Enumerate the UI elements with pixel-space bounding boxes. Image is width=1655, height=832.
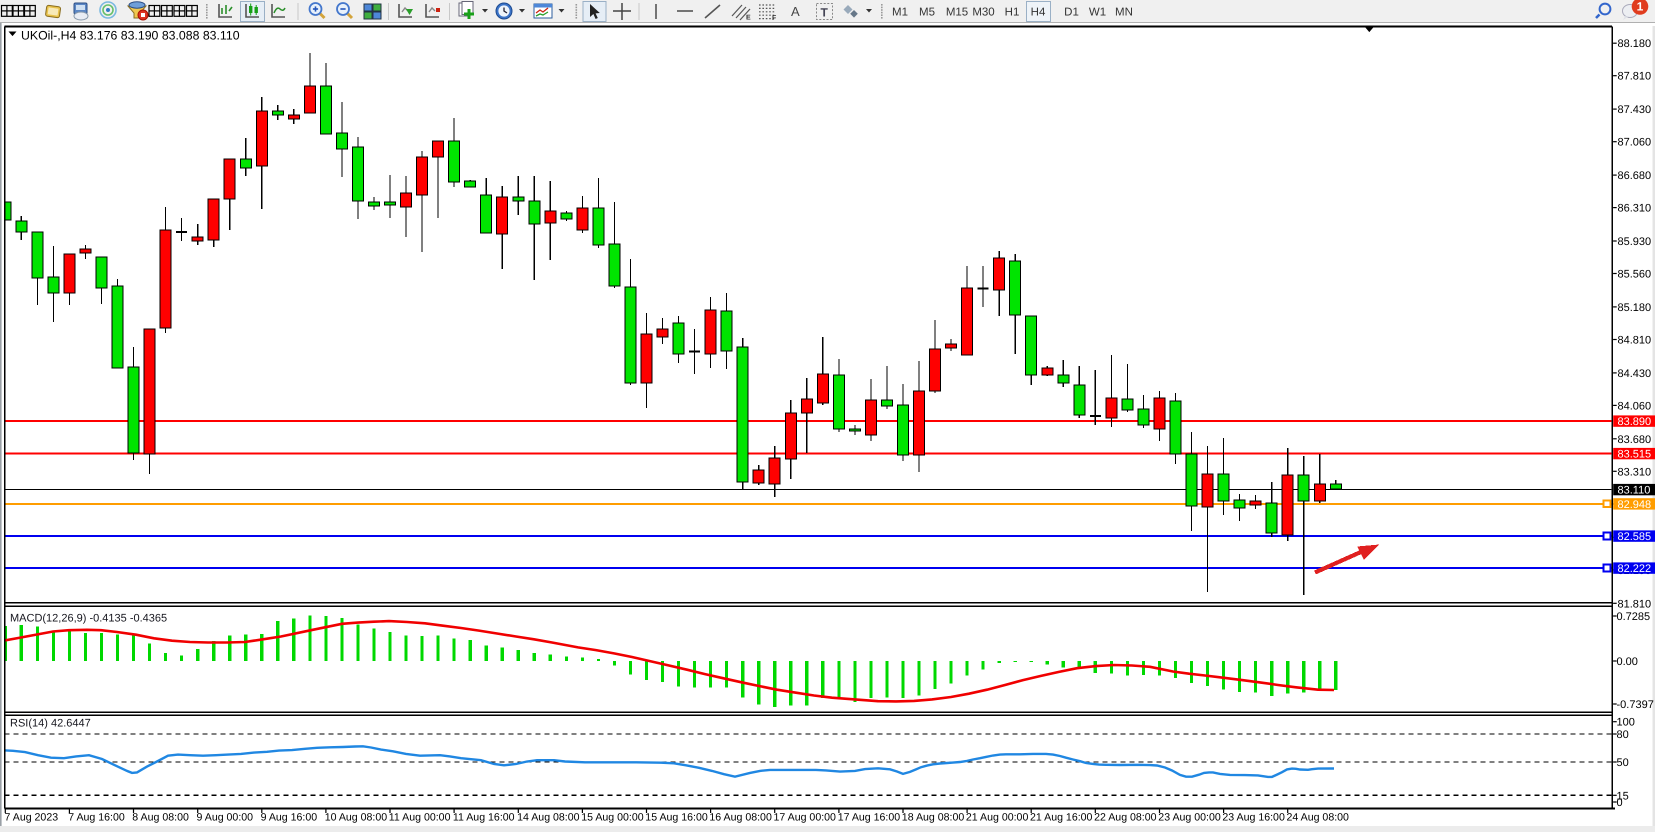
svg-text:87.810: 87.810 xyxy=(1618,71,1652,83)
svg-text:17 Aug 00:00: 17 Aug 00:00 xyxy=(774,812,837,824)
svg-text:16 Aug 08:00: 16 Aug 08:00 xyxy=(709,812,772,824)
svg-text:H4: H4 xyxy=(1031,7,1046,19)
svg-text:11 Aug 16:00: 11 Aug 16:00 xyxy=(453,812,515,824)
svg-text:0.00: 0.00 xyxy=(1617,656,1638,668)
svg-text:88.180: 88.180 xyxy=(1618,38,1652,50)
svg-text:8 Aug 08:00: 8 Aug 08:00 xyxy=(132,812,189,824)
svg-text:87.430: 87.430 xyxy=(1618,104,1652,116)
svg-text:T: T xyxy=(821,6,829,20)
svg-text:83.310: 83.310 xyxy=(1618,466,1652,478)
svg-text:15: 15 xyxy=(1617,790,1629,802)
svg-text:A: A xyxy=(791,4,800,19)
svg-text:0.7285: 0.7285 xyxy=(1617,611,1651,623)
svg-text:80: 80 xyxy=(1617,729,1629,741)
svg-text:H1: H1 xyxy=(1005,7,1020,19)
svg-text:86.310: 86.310 xyxy=(1618,203,1652,215)
svg-text:10 Aug 08:00: 10 Aug 08:00 xyxy=(325,812,388,824)
svg-text:M5: M5 xyxy=(919,7,935,19)
svg-text:82.948: 82.948 xyxy=(1618,499,1652,511)
svg-text:83.680: 83.680 xyxy=(1618,434,1652,446)
svg-text:82.585: 82.585 xyxy=(1618,531,1652,543)
svg-text:15 Aug 16:00: 15 Aug 16:00 xyxy=(645,812,708,824)
svg-text:15 Aug 00:00: 15 Aug 00:00 xyxy=(581,812,644,824)
svg-text:24 Aug 08:00: 24 Aug 08:00 xyxy=(1287,812,1350,824)
svg-text:83.515: 83.515 xyxy=(1618,449,1652,461)
svg-text:MACD(12,26,9) -0.4135 -0.4365: MACD(12,26,9) -0.4135 -0.4365 xyxy=(10,613,167,625)
svg-text:81.810: 81.810 xyxy=(1618,598,1652,610)
svg-text:MN: MN xyxy=(1115,7,1133,19)
svg-text:82.222: 82.222 xyxy=(1618,563,1652,575)
svg-text:86.680: 86.680 xyxy=(1618,170,1652,182)
svg-text:23 Aug 00:00: 23 Aug 00:00 xyxy=(1158,812,1221,824)
svg-text:84.430: 84.430 xyxy=(1618,368,1652,380)
svg-text:9 Aug 00:00: 9 Aug 00:00 xyxy=(197,812,254,824)
svg-text:E: E xyxy=(746,15,751,22)
svg-text:1: 1 xyxy=(1637,0,1644,14)
svg-text:0: 0 xyxy=(1617,797,1623,809)
svg-text:UKOil-,H4 83.176 83.190 83.08: UKOil-,H4 83.176 83.190 83.088 83.110 xyxy=(21,29,240,43)
svg-text:100: 100 xyxy=(1617,717,1635,729)
svg-text:18 Aug 08:00: 18 Aug 08:00 xyxy=(902,812,965,824)
svg-text:85.180: 85.180 xyxy=(1618,302,1652,314)
svg-text:83.110: 83.110 xyxy=(1618,485,1651,497)
svg-text:-0.7397: -0.7397 xyxy=(1617,699,1654,711)
svg-text:14 Aug 08:00: 14 Aug 08:00 xyxy=(517,812,580,824)
svg-text:21 Aug 16:00: 21 Aug 16:00 xyxy=(1030,812,1093,824)
svg-text:84.060: 84.060 xyxy=(1618,400,1652,412)
svg-text:F: F xyxy=(772,15,777,22)
svg-text:W1: W1 xyxy=(1089,7,1106,19)
svg-text:85.560: 85.560 xyxy=(1618,269,1652,281)
svg-text:23 Aug 16:00: 23 Aug 16:00 xyxy=(1222,812,1285,824)
svg-text:50: 50 xyxy=(1617,757,1629,769)
svg-text:9 Aug 16:00: 9 Aug 16:00 xyxy=(261,812,318,824)
svg-text:22 Aug 08:00: 22 Aug 08:00 xyxy=(1094,812,1157,824)
svg-text:M1: M1 xyxy=(892,7,908,19)
svg-text:21 Aug 00:00: 21 Aug 00:00 xyxy=(966,812,1029,824)
svg-text:7 Aug 2023: 7 Aug 2023 xyxy=(5,812,59,824)
svg-text:M30: M30 xyxy=(972,7,994,19)
svg-text:87.060: 87.060 xyxy=(1618,137,1652,149)
svg-text:17 Aug 16:00: 17 Aug 16:00 xyxy=(838,812,901,824)
svg-text:M15: M15 xyxy=(946,7,968,19)
svg-text:11 Aug 00:00: 11 Aug 00:00 xyxy=(389,812,451,824)
svg-text:85.930: 85.930 xyxy=(1618,236,1652,248)
svg-text:83.890: 83.890 xyxy=(1618,416,1652,428)
svg-text:84.810: 84.810 xyxy=(1618,335,1652,347)
svg-text:7 Aug 16:00: 7 Aug 16:00 xyxy=(68,812,125,824)
svg-text:RSI(14) 42.6447: RSI(14) 42.6447 xyxy=(10,718,91,730)
svg-text:D1: D1 xyxy=(1064,7,1079,19)
